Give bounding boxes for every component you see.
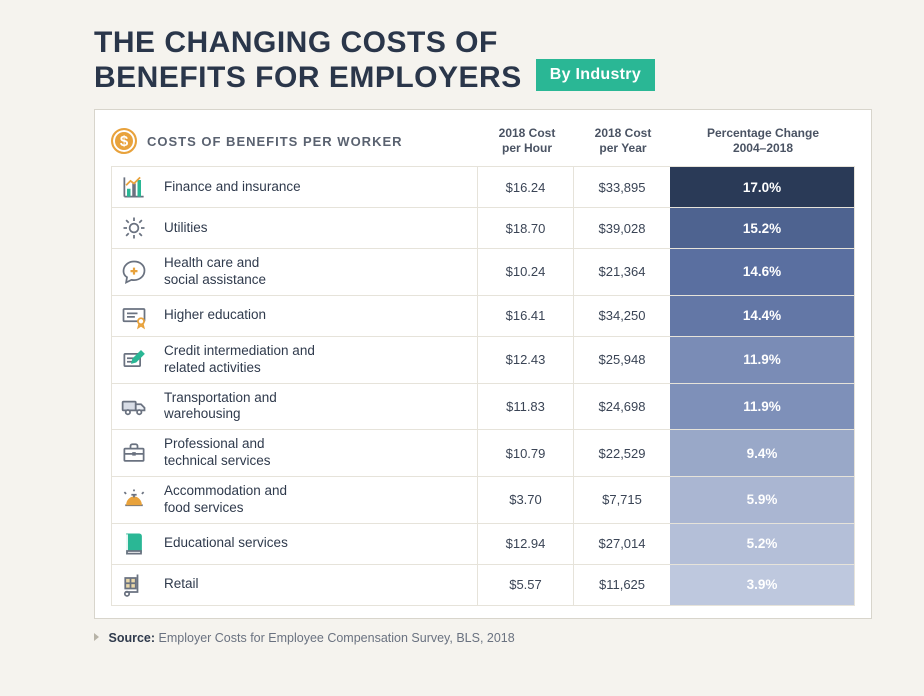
title-line-1: THE CHANGING COSTS OF bbox=[94, 26, 498, 59]
source-line: Source: Employer Costs for Employee Comp… bbox=[94, 631, 872, 645]
table-row: Transportation andwarehousing$11.83$24,6… bbox=[112, 384, 854, 431]
table-header: $ COSTS OF BENEFITS PER WORKER 2018 Cost… bbox=[111, 122, 855, 166]
table-row: Educational services$12.94$27,0145.2% bbox=[112, 524, 854, 565]
industry-icon bbox=[112, 430, 156, 476]
table-row: Accommodation andfood services$3.70$7,71… bbox=[112, 477, 854, 524]
table-row: Retail$5.57$11,6253.9% bbox=[112, 565, 854, 606]
table-row: Health care andsocial assistance$10.24$2… bbox=[112, 249, 854, 296]
cost-per-year: $22,529 bbox=[574, 430, 670, 476]
cost-per-hour: $12.94 bbox=[478, 524, 574, 564]
cost-per-year: $24,698 bbox=[574, 384, 670, 430]
col-year: 2018 Cost per Year bbox=[575, 126, 671, 156]
cost-per-hour: $11.83 bbox=[478, 384, 574, 430]
industry-name: Educational services bbox=[156, 524, 478, 564]
cost-per-hour: $16.41 bbox=[478, 296, 574, 336]
industry-icon bbox=[112, 208, 156, 248]
industry-icon bbox=[112, 337, 156, 383]
cost-per-hour: $18.70 bbox=[478, 208, 574, 248]
cost-per-year: $27,014 bbox=[574, 524, 670, 564]
cost-per-year: $21,364 bbox=[574, 249, 670, 295]
col-pct: Percentage Change 2004–2018 bbox=[671, 126, 855, 156]
table-row: Credit intermediation andrelated activit… bbox=[112, 337, 854, 384]
table-panel: $ COSTS OF BENEFITS PER WORKER 2018 Cost… bbox=[94, 109, 872, 619]
industry-badge: By Industry bbox=[536, 59, 655, 91]
cost-per-hour: $5.57 bbox=[478, 565, 574, 605]
industry-icon bbox=[112, 249, 156, 295]
industry-icon bbox=[112, 524, 156, 564]
percent-change: 5.2% bbox=[670, 524, 854, 564]
header-label: COSTS OF BENEFITS PER WORKER bbox=[147, 134, 479, 149]
table-row: Utilities$18.70$39,02815.2% bbox=[112, 208, 854, 249]
table-body: Finance and insurance$16.24$33,89517.0% … bbox=[111, 166, 855, 606]
cost-per-year: $25,948 bbox=[574, 337, 670, 383]
col-hour: 2018 Cost per Hour bbox=[479, 126, 575, 156]
industry-icon bbox=[112, 384, 156, 430]
percent-change: 11.9% bbox=[670, 384, 854, 430]
cost-per-hour: $16.24 bbox=[478, 167, 574, 207]
industry-name: Finance and insurance bbox=[156, 167, 478, 207]
industry-icon bbox=[112, 565, 156, 605]
percent-change: 11.9% bbox=[670, 337, 854, 383]
cost-per-hour: $12.43 bbox=[478, 337, 574, 383]
table-row: Professional andtechnical services$10.79… bbox=[112, 430, 854, 477]
percent-change: 5.9% bbox=[670, 477, 854, 523]
cost-per-year: $39,028 bbox=[574, 208, 670, 248]
industry-name: Retail bbox=[156, 565, 478, 605]
percent-change: 15.2% bbox=[670, 208, 854, 248]
industry-name: Credit intermediation andrelated activit… bbox=[156, 337, 478, 383]
title-line-2: BENEFITS FOR EMPLOYERS bbox=[94, 61, 522, 94]
page-title: THE CHANGING COSTS OF BENEFITS FOR EMPLO… bbox=[94, 26, 522, 95]
percent-change: 14.4% bbox=[670, 296, 854, 336]
cost-per-hour: $10.79 bbox=[478, 430, 574, 476]
percent-change: 9.4% bbox=[670, 430, 854, 476]
industry-name: Higher education bbox=[156, 296, 478, 336]
percent-change: 3.9% bbox=[670, 565, 854, 605]
dollar-icon: $ bbox=[111, 128, 147, 154]
industry-name: Transportation andwarehousing bbox=[156, 384, 478, 430]
infographic-container: THE CHANGING COSTS OF BENEFITS FOR EMPLO… bbox=[0, 0, 924, 665]
industry-name: Utilities bbox=[156, 208, 478, 248]
cost-per-hour: $3.70 bbox=[478, 477, 574, 523]
industry-name: Accommodation andfood services bbox=[156, 477, 478, 523]
industry-icon bbox=[112, 167, 156, 207]
cost-per-year: $11,625 bbox=[574, 565, 670, 605]
cost-per-year: $33,895 bbox=[574, 167, 670, 207]
industry-icon bbox=[112, 477, 156, 523]
percent-change: 17.0% bbox=[670, 167, 854, 207]
table-row: Higher education$16.41$34,25014.4% bbox=[112, 296, 854, 337]
percent-change: 14.6% bbox=[670, 249, 854, 295]
title-row: THE CHANGING COSTS OF BENEFITS FOR EMPLO… bbox=[94, 26, 872, 95]
industry-name: Health care andsocial assistance bbox=[156, 249, 478, 295]
cost-per-hour: $10.24 bbox=[478, 249, 574, 295]
industry-icon bbox=[112, 296, 156, 336]
source-text: Employer Costs for Employee Compensation… bbox=[159, 631, 515, 645]
industry-name: Professional andtechnical services bbox=[156, 430, 478, 476]
cost-per-year: $34,250 bbox=[574, 296, 670, 336]
cost-per-year: $7,715 bbox=[574, 477, 670, 523]
source-label: Source: bbox=[108, 631, 155, 645]
caret-icon bbox=[94, 633, 99, 641]
table-row: Finance and insurance$16.24$33,89517.0% bbox=[112, 167, 854, 208]
